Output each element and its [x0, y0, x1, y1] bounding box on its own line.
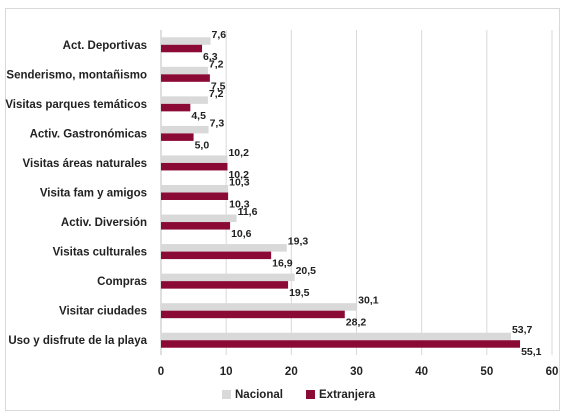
bar-nacional	[161, 66, 208, 75]
data-label-nacional: 10,3	[229, 177, 250, 189]
category-label: Activ. Diversión	[61, 217, 147, 229]
legend-swatch-nacional	[222, 390, 231, 399]
data-label-nacional: 7,2	[209, 58, 224, 70]
category-labels: Act. Deportivas Senderismo, montañismo Vis…	[5, 40, 147, 347]
bar-extranjera	[161, 162, 228, 171]
data-label-extranjera: 28,2	[346, 317, 367, 329]
legend-swatch-extranjera	[306, 390, 315, 399]
data-label-nacional: 7,2	[209, 88, 224, 100]
data-label-extranjera: 19,5	[289, 287, 310, 299]
data-label-nacional: 19,3	[288, 236, 309, 248]
data-label-extranjera: 5,0	[195, 139, 210, 151]
data-label-extranjera: 10,6	[231, 228, 252, 240]
x-tick-label: 0	[158, 366, 164, 378]
category-label: Visitas parques temáticos	[5, 99, 147, 111]
bar-extranjera	[161, 44, 203, 53]
bar-extranjera	[161, 133, 194, 141]
bar-nacional	[161, 214, 237, 223]
bar-extranjera	[161, 340, 521, 348]
data-label-nacional: 7,6	[212, 29, 227, 41]
bar-extranjera	[161, 251, 272, 260]
bar-nacional	[161, 96, 208, 104]
legend-label-extranjera: Extranjera	[319, 389, 376, 401]
data-label-extranjera: 16,9	[272, 258, 293, 270]
grid-lines	[160, 30, 553, 355]
bar-nacional	[161, 185, 229, 193]
data-label-nacional: 11,6	[238, 206, 258, 218]
x-tick-label: 50	[480, 366, 493, 378]
x-tick-label: 20	[285, 366, 298, 378]
data-label-extranjera: 7,5	[211, 80, 226, 92]
category-label: Compras	[97, 276, 147, 288]
bar-nacional	[161, 37, 211, 45]
bar-extranjera	[161, 103, 191, 112]
bar-extranjera	[161, 310, 345, 319]
data-label-nacional: 53,7	[512, 324, 533, 336]
category-label: Visita fam y amigos	[40, 188, 147, 200]
legend: Nacional Extranjera	[222, 389, 376, 401]
bar-extranjera	[161, 192, 229, 200]
bar-nacional	[161, 244, 287, 252]
data-label-extranjera: 10,3	[229, 199, 250, 211]
bar-nacional	[161, 273, 295, 282]
category-label: Act. Deportivas	[63, 40, 147, 52]
category-label: Visitas culturales	[53, 247, 147, 259]
category-label: Visitas áreas naturales	[23, 158, 147, 170]
bar-extranjera	[161, 281, 289, 289]
bar-extranjera	[161, 74, 210, 82]
bars: 7,66,37,27,57,24,57,35,010,210,210,310,3…	[161, 29, 542, 358]
data-label-nacional: 7,3	[210, 117, 225, 129]
bar-extranjera	[161, 222, 231, 230]
data-label-extranjera: 4,5	[191, 110, 206, 122]
x-tick-label: 30	[350, 366, 363, 378]
data-label-nacional: 10,2	[228, 147, 249, 159]
category-label: Activ. Gastronómicas	[30, 128, 147, 140]
x-tick-label: 10	[220, 366, 233, 378]
x-axis-ticks: 0 10 20 30 40 50 60	[158, 366, 559, 378]
data-label-nacional: 30,1	[358, 295, 379, 307]
bar-nacional	[161, 332, 511, 341]
bar-nacional	[161, 125, 209, 134]
bar-nacional	[161, 155, 228, 163]
category-label: Uso y disfrute de la playa	[8, 335, 147, 347]
bar-nacional	[161, 303, 358, 311]
data-label-nacional: 20,5	[296, 265, 317, 277]
category-label: Senderismo, montañismo	[6, 69, 147, 81]
x-tick-label: 60	[546, 366, 559, 378]
legend-label-nacional: Nacional	[235, 389, 283, 401]
data-label-extranjera: 10,2	[228, 169, 249, 181]
x-tick-label: 40	[415, 366, 428, 378]
category-label: Visitar ciudades	[59, 306, 147, 318]
data-label-extranjera: 55,1	[521, 346, 542, 358]
data-label-extranjera: 6,3	[203, 51, 218, 63]
